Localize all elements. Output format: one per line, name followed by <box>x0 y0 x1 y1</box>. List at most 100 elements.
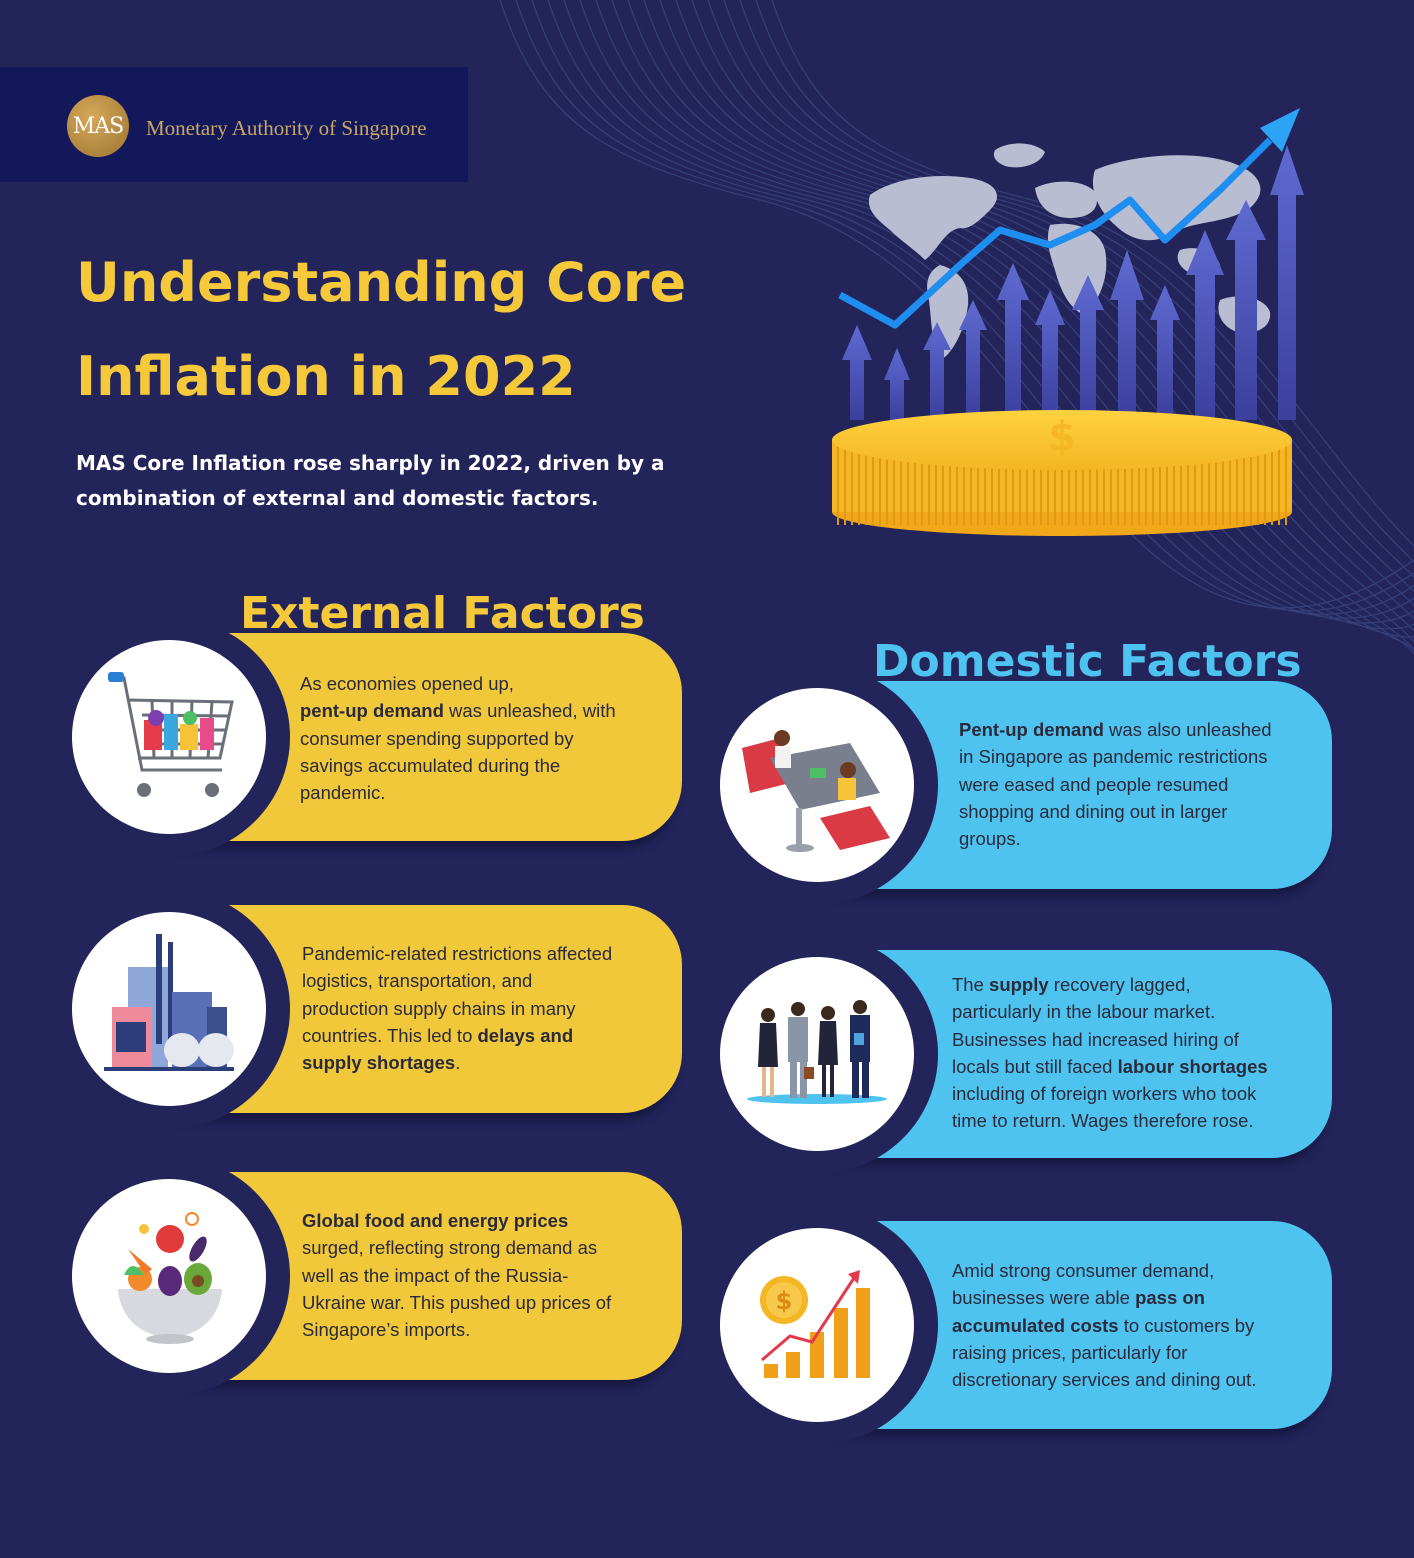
bold-text: supply shortages <box>302 1052 456 1074</box>
external-card-2-text: Pandemic-related restrictions affected lo… <box>302 940 662 1076</box>
card-text-line: businesses were able pass on <box>952 1284 1292 1311</box>
text-segment: was also unleashed <box>1103 719 1272 740</box>
domestic-card-2-text: The supply recovery lagged, particularly … <box>952 971 1297 1135</box>
card-text-line: discretionary services and dining out. <box>952 1366 1292 1393</box>
card-text-line: Ukraine war. This pushed up prices of <box>302 1289 662 1316</box>
text-segment: businesses were able <box>952 1287 1136 1309</box>
text-segment: Singapore’s imports. <box>302 1319 471 1341</box>
wave-line <box>755 0 1414 765</box>
bold-text: labour shortages <box>1117 1055 1268 1077</box>
dining-people-icon <box>742 730 890 852</box>
text-segment: in Singapore as pandemic restrictions <box>959 746 1268 768</box>
icon-circle <box>72 1179 266 1373</box>
external-factors-heading: External Factors <box>240 588 645 639</box>
card-text-line: countries. This led to delays and <box>302 1022 662 1049</box>
card-text-line: The supply recovery lagged, <box>952 971 1297 998</box>
text-segment: surged, reflecting strong demand as <box>302 1237 598 1259</box>
text-segment: was unleashed, with <box>443 700 616 722</box>
wave-line <box>547 0 1414 619</box>
wave-line <box>627 0 1414 663</box>
bold-text: Global food and energy prices <box>302 1210 569 1231</box>
subtitle-line-2: combination of external and domestic fac… <box>76 486 599 510</box>
title-line-2: Inflation in 2022 <box>76 345 576 408</box>
text-segment: Pandemic-related restrictions affected <box>302 943 613 964</box>
card-text-line: in Singapore as pandemic restrictions <box>959 743 1299 770</box>
trend-line <box>838 137 1273 329</box>
wave-line <box>723 0 1414 740</box>
icon-circle <box>720 688 914 882</box>
text-segment: including of foreign workers who took <box>952 1083 1257 1105</box>
text-segment: raising prices, particularly for <box>952 1341 1188 1363</box>
card-text-line: Pent-up demand was also unleashed <box>959 716 1299 743</box>
icon-circle <box>72 912 266 1106</box>
card-text-line: Global food and energy prices <box>302 1207 662 1234</box>
card-text-line: supply shortages. <box>302 1049 662 1076</box>
card-text-line: pandemic. <box>300 779 660 806</box>
page-subtitle: MAS Core Inflation rose sharply in 2022,… <box>76 446 716 516</box>
card-text-line: logistics, transportation, and <box>302 967 662 994</box>
text-segment: countries. This led to <box>302 1024 478 1046</box>
text-segment: . <box>455 1052 461 1074</box>
shopping-cart-icon <box>108 672 234 797</box>
card-text-line: including of foreign workers who took <box>952 1080 1297 1107</box>
text-segment: recovery lagged, <box>1048 974 1191 995</box>
text-segment: Ukraine war. This pushed up prices of <box>302 1291 612 1313</box>
logo-abbrev: MAS <box>72 113 124 139</box>
external-card-3-text: Global food and energy prices surged, ref… <box>302 1207 662 1343</box>
subtitle-line-1: MAS Core Inflation rose sharply in 2022,… <box>76 451 665 475</box>
logo-name: Monetary Authority of Singapore <box>146 116 427 140</box>
title-line-1: Understanding Core <box>76 251 687 314</box>
domestic-factors-heading: Domestic Factors <box>873 636 1302 687</box>
domestic-card-3-text: Amid strong consumer demand, businesses w… <box>952 1257 1292 1393</box>
text-segment: shopping and dining out in larger <box>959 800 1228 822</box>
card-text-line: Singapore’s imports. <box>302 1316 662 1343</box>
card-text-line: consumer spending supported by <box>300 725 660 752</box>
factory-icon <box>104 934 234 1071</box>
world-map-icon <box>868 143 1271 360</box>
text-segment: groups. <box>959 828 1021 850</box>
card-text-line: particularly in the labour market. <box>952 998 1297 1025</box>
card-text-line: surged, reflecting strong demand as <box>302 1234 662 1261</box>
card-text-line: well as the impact of the Russia- <box>302 1262 662 1289</box>
text-segment: time to return. Wages therefore rose. <box>952 1110 1254 1132</box>
bold-text: accumulated costs <box>952 1314 1119 1336</box>
text-segment: were eased and people resumed <box>959 773 1229 795</box>
card-text-line: time to return. Wages therefore rose. <box>952 1107 1297 1134</box>
text-segment: Businesses had increased hiring of <box>952 1028 1239 1050</box>
card-text-line: pent-up demand was unleashed, with <box>300 697 660 724</box>
card-text-line: shopping and dining out in larger <box>959 798 1299 825</box>
icon-circle: $ <box>720 1228 914 1422</box>
wave-line <box>691 0 1414 714</box>
text-segment: particularly in the labour market. <box>952 1001 1216 1023</box>
wave-line <box>563 0 1414 624</box>
card-text-line: Amid strong consumer demand, <box>952 1257 1292 1284</box>
text-segment: Amid strong consumer demand, <box>952 1260 1215 1281</box>
bold-text: delays and <box>477 1024 574 1046</box>
rising-arrows <box>842 145 1304 420</box>
text-segment: savings accumulated during the <box>300 754 561 776</box>
text-segment: well as the impact of the Russia- <box>302 1264 569 1286</box>
card-text-line: Pandemic-related restrictions affected <box>302 940 662 967</box>
card-text-line: savings accumulated during the <box>300 752 660 779</box>
rising-inflation-globe-illustration: $ <box>832 108 1304 536</box>
wave-line <box>611 0 1414 650</box>
card-text-line: locals but still faced labour shortages <box>952 1053 1297 1080</box>
domestic-card-1-text: Pent-up demand was also unleashed in Sing… <box>959 716 1299 852</box>
bold-text: supply <box>989 974 1049 995</box>
page-title: Understanding Core Inflation in 2022 <box>76 236 776 424</box>
text-segment: The <box>952 974 990 995</box>
text-segment: consumer spending supported by <box>300 727 574 749</box>
card-text-line: production supply chains in many <box>302 995 662 1022</box>
card-text-line: accumulated costs to customers by <box>952 1312 1292 1339</box>
svg-text:$: $ <box>776 1287 793 1315</box>
text-segment: to customers by <box>1118 1314 1255 1336</box>
external-card-1-text: As economies opened up, pent-up demand wa… <box>300 670 660 806</box>
mas-logo-icon: MAS <box>67 95 129 157</box>
card-text-line: raising prices, particularly for <box>952 1339 1292 1366</box>
svg-text:$: $ <box>1048 414 1076 460</box>
card-text-line: groups. <box>959 825 1299 852</box>
bold-text: pass on <box>1135 1287 1205 1309</box>
text-segment: production supply chains in many <box>302 997 576 1019</box>
text-segment: discretionary services and dining out. <box>952 1369 1257 1391</box>
card-text-line: were eased and people resumed <box>959 771 1299 798</box>
